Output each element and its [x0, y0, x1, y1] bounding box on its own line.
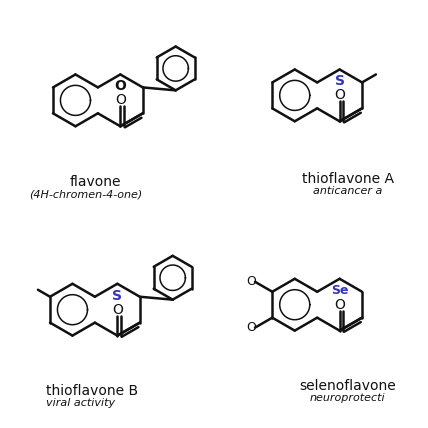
Text: Se: Se: [331, 284, 348, 297]
Text: O: O: [334, 89, 345, 102]
Text: S: S: [112, 289, 122, 303]
Text: (4H-chromen-4-one): (4H-chromen-4-one): [29, 189, 142, 199]
Text: neuroprotecti: neuroprotecti: [310, 393, 385, 404]
Text: thioflavone A: thioflavone A: [302, 172, 394, 186]
Text: O: O: [246, 321, 256, 334]
Text: S: S: [335, 74, 345, 89]
Text: flavone: flavone: [70, 175, 121, 189]
Text: thioflavone B: thioflavone B: [46, 384, 139, 398]
Text: O: O: [114, 80, 126, 93]
Text: selenoflavone: selenoflavone: [299, 380, 396, 393]
Text: O: O: [115, 93, 126, 107]
Text: O: O: [334, 298, 345, 312]
Text: anticancer a: anticancer a: [313, 186, 382, 196]
Text: O: O: [112, 303, 123, 317]
Text: viral activity: viral activity: [46, 398, 115, 408]
Text: O: O: [246, 275, 256, 288]
